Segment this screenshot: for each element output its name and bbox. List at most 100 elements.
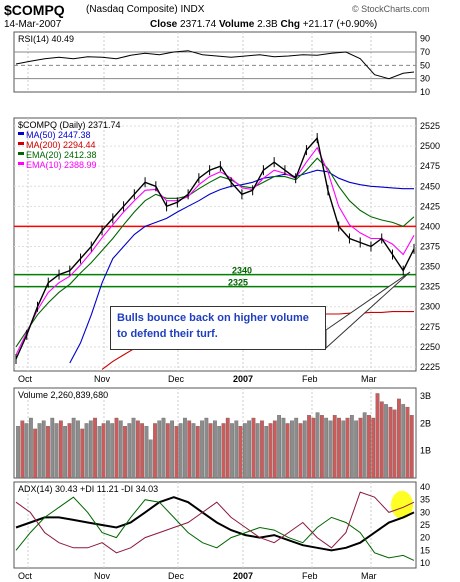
volume-bar xyxy=(290,420,294,479)
volume-bar xyxy=(294,417,299,479)
volume-bar xyxy=(131,417,136,479)
legend-label: EMA(20) 2412.38 xyxy=(26,150,97,160)
volume-bar xyxy=(367,415,371,479)
volume-bar xyxy=(80,428,85,479)
annotation-line-2: to defend their turf. xyxy=(117,328,218,340)
adx-panel xyxy=(13,481,417,569)
volume-bar xyxy=(195,426,200,479)
volume-bar xyxy=(148,439,153,479)
rsi-line xyxy=(15,50,415,80)
volume-bar xyxy=(16,426,20,479)
quote-line: Close 2371.74 Volume 2.3B Chg +21.17 (+0… xyxy=(150,19,377,30)
hline-label-2340: 2340 xyxy=(232,266,252,276)
price-tick-label: 2400 xyxy=(420,221,440,231)
volume-bar xyxy=(397,398,401,479)
volume-bar xyxy=(118,420,123,479)
rsi-title: RSI(14) 40.49 xyxy=(18,34,74,44)
hline-label-2325: 2325 xyxy=(228,278,248,288)
rsi-tick-label: 70 xyxy=(420,47,430,57)
price-tick-label: 2300 xyxy=(420,302,440,312)
volume-bar xyxy=(101,423,106,479)
volume-bar xyxy=(88,420,93,479)
volume-bar xyxy=(337,417,341,479)
volume-bar xyxy=(28,417,33,479)
volume-bar xyxy=(324,417,329,479)
adx-tick-label: 30 xyxy=(420,507,430,517)
volume-bar xyxy=(123,426,127,479)
volume-bar xyxy=(50,417,55,479)
price-tick-label: 2225 xyxy=(420,362,440,372)
volume-bar xyxy=(37,423,42,479)
volume-bar xyxy=(409,415,414,479)
volume-bar xyxy=(272,420,277,479)
legend-label: MA(200) 2294.44 xyxy=(26,140,96,150)
chg-value: +21.17 (+0.90%) xyxy=(302,19,378,30)
volume-bar xyxy=(242,423,247,479)
price-tick-label: 2450 xyxy=(420,181,440,191)
adx-x-tick-label: Nov xyxy=(94,571,111,581)
volume-bar xyxy=(76,420,80,479)
volume-bar xyxy=(140,423,145,479)
price-tick-label: 2325 xyxy=(420,282,440,292)
plus-di-line xyxy=(15,496,415,561)
volume-bar xyxy=(106,420,110,479)
volume-bar xyxy=(358,417,363,479)
volume-bar xyxy=(20,420,25,479)
price-x-tick-label: 2007 xyxy=(233,374,253,384)
volume-bar xyxy=(405,406,410,479)
volume-bar xyxy=(230,423,234,479)
price-x-tick-label: Mar xyxy=(361,374,377,384)
legend-swatch xyxy=(18,132,24,135)
volume-bar xyxy=(157,420,162,479)
volume-label: Volume xyxy=(218,19,255,30)
volume-bar xyxy=(135,420,140,479)
adx-x-tick-label: Mar xyxy=(361,571,377,581)
legend-label: MA(50) 2447.38 xyxy=(26,130,91,140)
volume-bar xyxy=(170,420,174,479)
date-label: 14-Mar-2007 xyxy=(4,19,62,30)
volume-bar xyxy=(311,417,316,479)
adx-x-tick-label: Dec xyxy=(168,571,185,581)
adx-tick-label: 20 xyxy=(420,533,430,543)
volume-bar xyxy=(388,406,393,479)
volume-bar xyxy=(379,401,384,479)
volume-bar xyxy=(178,423,183,479)
volume-bar xyxy=(238,426,243,479)
volume-bar xyxy=(332,415,337,479)
volume-bar xyxy=(392,409,397,479)
volume-bar xyxy=(187,420,192,479)
ema10-line xyxy=(15,146,415,356)
volume-bar xyxy=(234,420,239,479)
volume-bar xyxy=(204,417,209,479)
adx-tick-label: 40 xyxy=(420,482,430,492)
legend-swatch xyxy=(18,142,24,145)
close-value: 2371.74 xyxy=(180,19,217,30)
volume-bar xyxy=(354,420,359,479)
volume-bar xyxy=(375,393,380,479)
volume-value: 2.3B xyxy=(257,19,278,30)
symbol-title: $COMPQ xyxy=(4,2,65,18)
volume-bar xyxy=(46,426,50,479)
volume-bar xyxy=(33,428,38,479)
price-x-tick-label: Oct xyxy=(18,374,33,384)
price-tick-label: 2525 xyxy=(420,121,440,131)
price-tick-label: 2250 xyxy=(420,342,440,352)
highlight-ellipse xyxy=(391,490,413,519)
volume-tick-label: 1B xyxy=(420,446,431,456)
price-tick-label: 2475 xyxy=(420,161,440,171)
volume-bar xyxy=(345,417,350,479)
volume-title: Volume 2,260,839,680 xyxy=(18,390,108,400)
volume-bar xyxy=(165,423,170,479)
volume-bar xyxy=(84,423,89,479)
adx-line xyxy=(15,496,415,552)
chg-label: Chg xyxy=(280,19,300,30)
close-label: Close xyxy=(150,19,178,30)
volume-bar xyxy=(161,417,166,479)
adx-x-tick-label: Feb xyxy=(302,571,318,581)
volume-bar xyxy=(110,423,115,479)
annotation-line-1: Bulls bounce back on higher volume xyxy=(117,312,309,324)
price-tick-label: 2275 xyxy=(420,322,440,332)
volume-bar xyxy=(41,420,46,479)
volume-tick-label: 3B xyxy=(420,391,431,401)
